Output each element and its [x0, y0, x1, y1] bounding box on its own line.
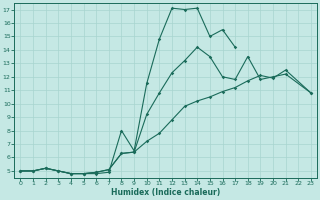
X-axis label: Humidex (Indice chaleur): Humidex (Indice chaleur)	[111, 188, 220, 197]
